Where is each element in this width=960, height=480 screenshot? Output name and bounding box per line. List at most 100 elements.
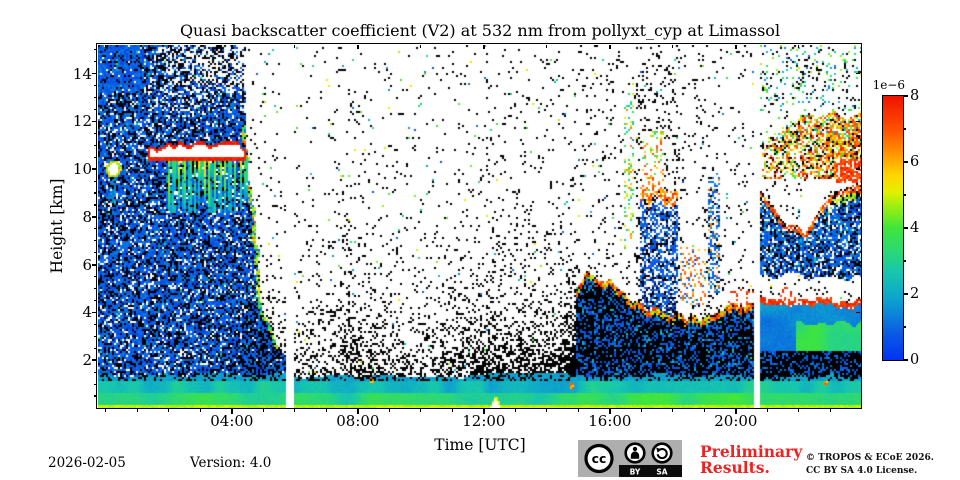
y-minor-tick-mark (93, 192, 97, 194)
colorbar-tick-mark (903, 95, 908, 97)
x-top-tick-mark (735, 45, 737, 49)
y-minor-tick-mark (93, 228, 97, 230)
version-label: Version: 4.0 (190, 455, 272, 471)
colorbar-tick-mark (903, 227, 908, 229)
x-minor-tick-mark (294, 409, 296, 412)
x-minor-tick-mark (388, 409, 390, 412)
y-tick-mark (91, 168, 97, 170)
x-tick-mark (357, 409, 359, 414)
y-minor-tick-mark (93, 84, 97, 87)
x-minor-tick-mark (168, 409, 170, 412)
y-minor-tick-mark (93, 383, 97, 385)
y-minor-tick-mark (93, 347, 97, 349)
x-tick-mark (483, 409, 485, 414)
colorbar-tick-label: 0 (910, 352, 920, 368)
y-minor-tick-mark (93, 144, 97, 146)
y-right-tick-mark (856, 359, 860, 362)
y-minor-tick-mark (93, 61, 97, 63)
y-minor-tick-mark (93, 335, 97, 337)
x-minor-tick-mark (546, 409, 548, 412)
x-minor-tick-mark (420, 409, 422, 412)
y-tick-mark (91, 311, 97, 314)
x-top-tick-mark (483, 45, 485, 49)
x-top-tick-mark (231, 45, 233, 49)
colorbar-minor-tick-mark (903, 326, 907, 328)
x-top-minor-tick-mark (105, 45, 107, 48)
x-minor-tick-mark (766, 409, 768, 412)
heatmap-plot (98, 45, 861, 408)
svg-text:SA: SA (656, 468, 667, 477)
colorbar-frame (881, 94, 905, 362)
x-top-minor-tick-mark (294, 45, 296, 48)
x-minor-tick-mark (703, 409, 705, 412)
y-minor-tick-mark (93, 287, 97, 290)
x-minor-tick-mark (262, 409, 264, 412)
y-tick-label: 4 (82, 303, 92, 322)
colorbar-tick-mark (903, 359, 908, 361)
x-minor-tick-mark (451, 409, 453, 412)
y-minor-tick-mark (93, 180, 97, 182)
y-tick-label: 12 (72, 112, 92, 131)
y-minor-tick-mark (93, 252, 97, 254)
y-minor-tick-mark (93, 96, 97, 99)
x-top-minor-tick-mark (168, 45, 170, 48)
x-minor-tick-mark (514, 409, 516, 412)
colorbar-minor-tick-mark (903, 260, 907, 262)
y-minor-tick-mark (93, 240, 97, 242)
x-tick-label: 12:00 (462, 412, 506, 430)
y-right-tick-mark (856, 216, 860, 218)
x-minor-tick-mark (136, 409, 138, 412)
x-top-minor-tick-mark (420, 45, 422, 48)
colorbar-tick-label: 8 (910, 88, 920, 104)
colorbar-exponent-label: 1e−6 (872, 78, 905, 92)
x-minor-tick-mark (829, 409, 831, 412)
page-title: Quasi backscatter coefficient (V2) at 53… (179, 21, 781, 40)
y-minor-tick-mark (93, 108, 97, 111)
svg-text:cc: cc (592, 451, 607, 466)
y-minor-tick-mark (93, 156, 97, 158)
x-top-minor-tick-mark (798, 45, 800, 48)
x-minor-tick-mark (672, 409, 674, 412)
x-minor-tick-mark (798, 409, 800, 412)
y-tick-mark (91, 120, 97, 123)
y-minor-tick-mark (93, 132, 97, 134)
date-label: 2026-02-05 (48, 455, 126, 471)
y-tick-mark (91, 216, 97, 218)
x-minor-tick-mark (640, 409, 642, 412)
x-top-tick-mark (357, 45, 359, 49)
x-tick-label: 16:00 (588, 412, 632, 430)
y-tick-mark (91, 72, 97, 75)
y-tick-mark (91, 359, 97, 362)
x-tick-mark (231, 409, 233, 414)
y-minor-tick-mark (93, 276, 97, 278)
cc-icon: cc (584, 443, 614, 474)
colorbar-tick-label: 2 (910, 286, 920, 302)
y-minor-tick-mark (93, 371, 97, 373)
y-tick-label: 2 (82, 351, 92, 370)
colorbar-tick-label: 6 (910, 154, 920, 170)
sa-share-alike-icon (651, 442, 673, 464)
colorbar-minor-tick-mark (903, 128, 907, 130)
y-tick-mark (91, 263, 97, 266)
badge-strip (619, 465, 682, 477)
y-minor-tick-mark (93, 49, 97, 51)
svg-text:BY: BY (630, 468, 641, 477)
x-minor-tick-mark (199, 409, 201, 412)
y-minor-tick-mark (93, 299, 97, 302)
by-person-icon (624, 442, 646, 464)
y-tick-label: 8 (82, 207, 92, 226)
colorbar-tick-mark (903, 293, 908, 295)
y-right-tick-mark (856, 168, 860, 170)
cc-license-badge: cc BY SA (578, 440, 682, 477)
colorbar-tick-label: 4 (910, 220, 920, 236)
x-tick-mark (609, 409, 611, 414)
x-axis-label: Time [UTC] (434, 436, 526, 454)
y-minor-tick-mark (93, 395, 97, 397)
colorbar-minor-tick-mark (903, 194, 907, 196)
y-right-tick-mark (856, 120, 860, 123)
y-right-tick-mark (856, 263, 860, 266)
x-tick-label: 04:00 (210, 412, 254, 430)
y-minor-tick-mark (93, 323, 97, 325)
x-minor-tick-mark (105, 409, 107, 412)
x-minor-tick-mark (325, 409, 327, 412)
